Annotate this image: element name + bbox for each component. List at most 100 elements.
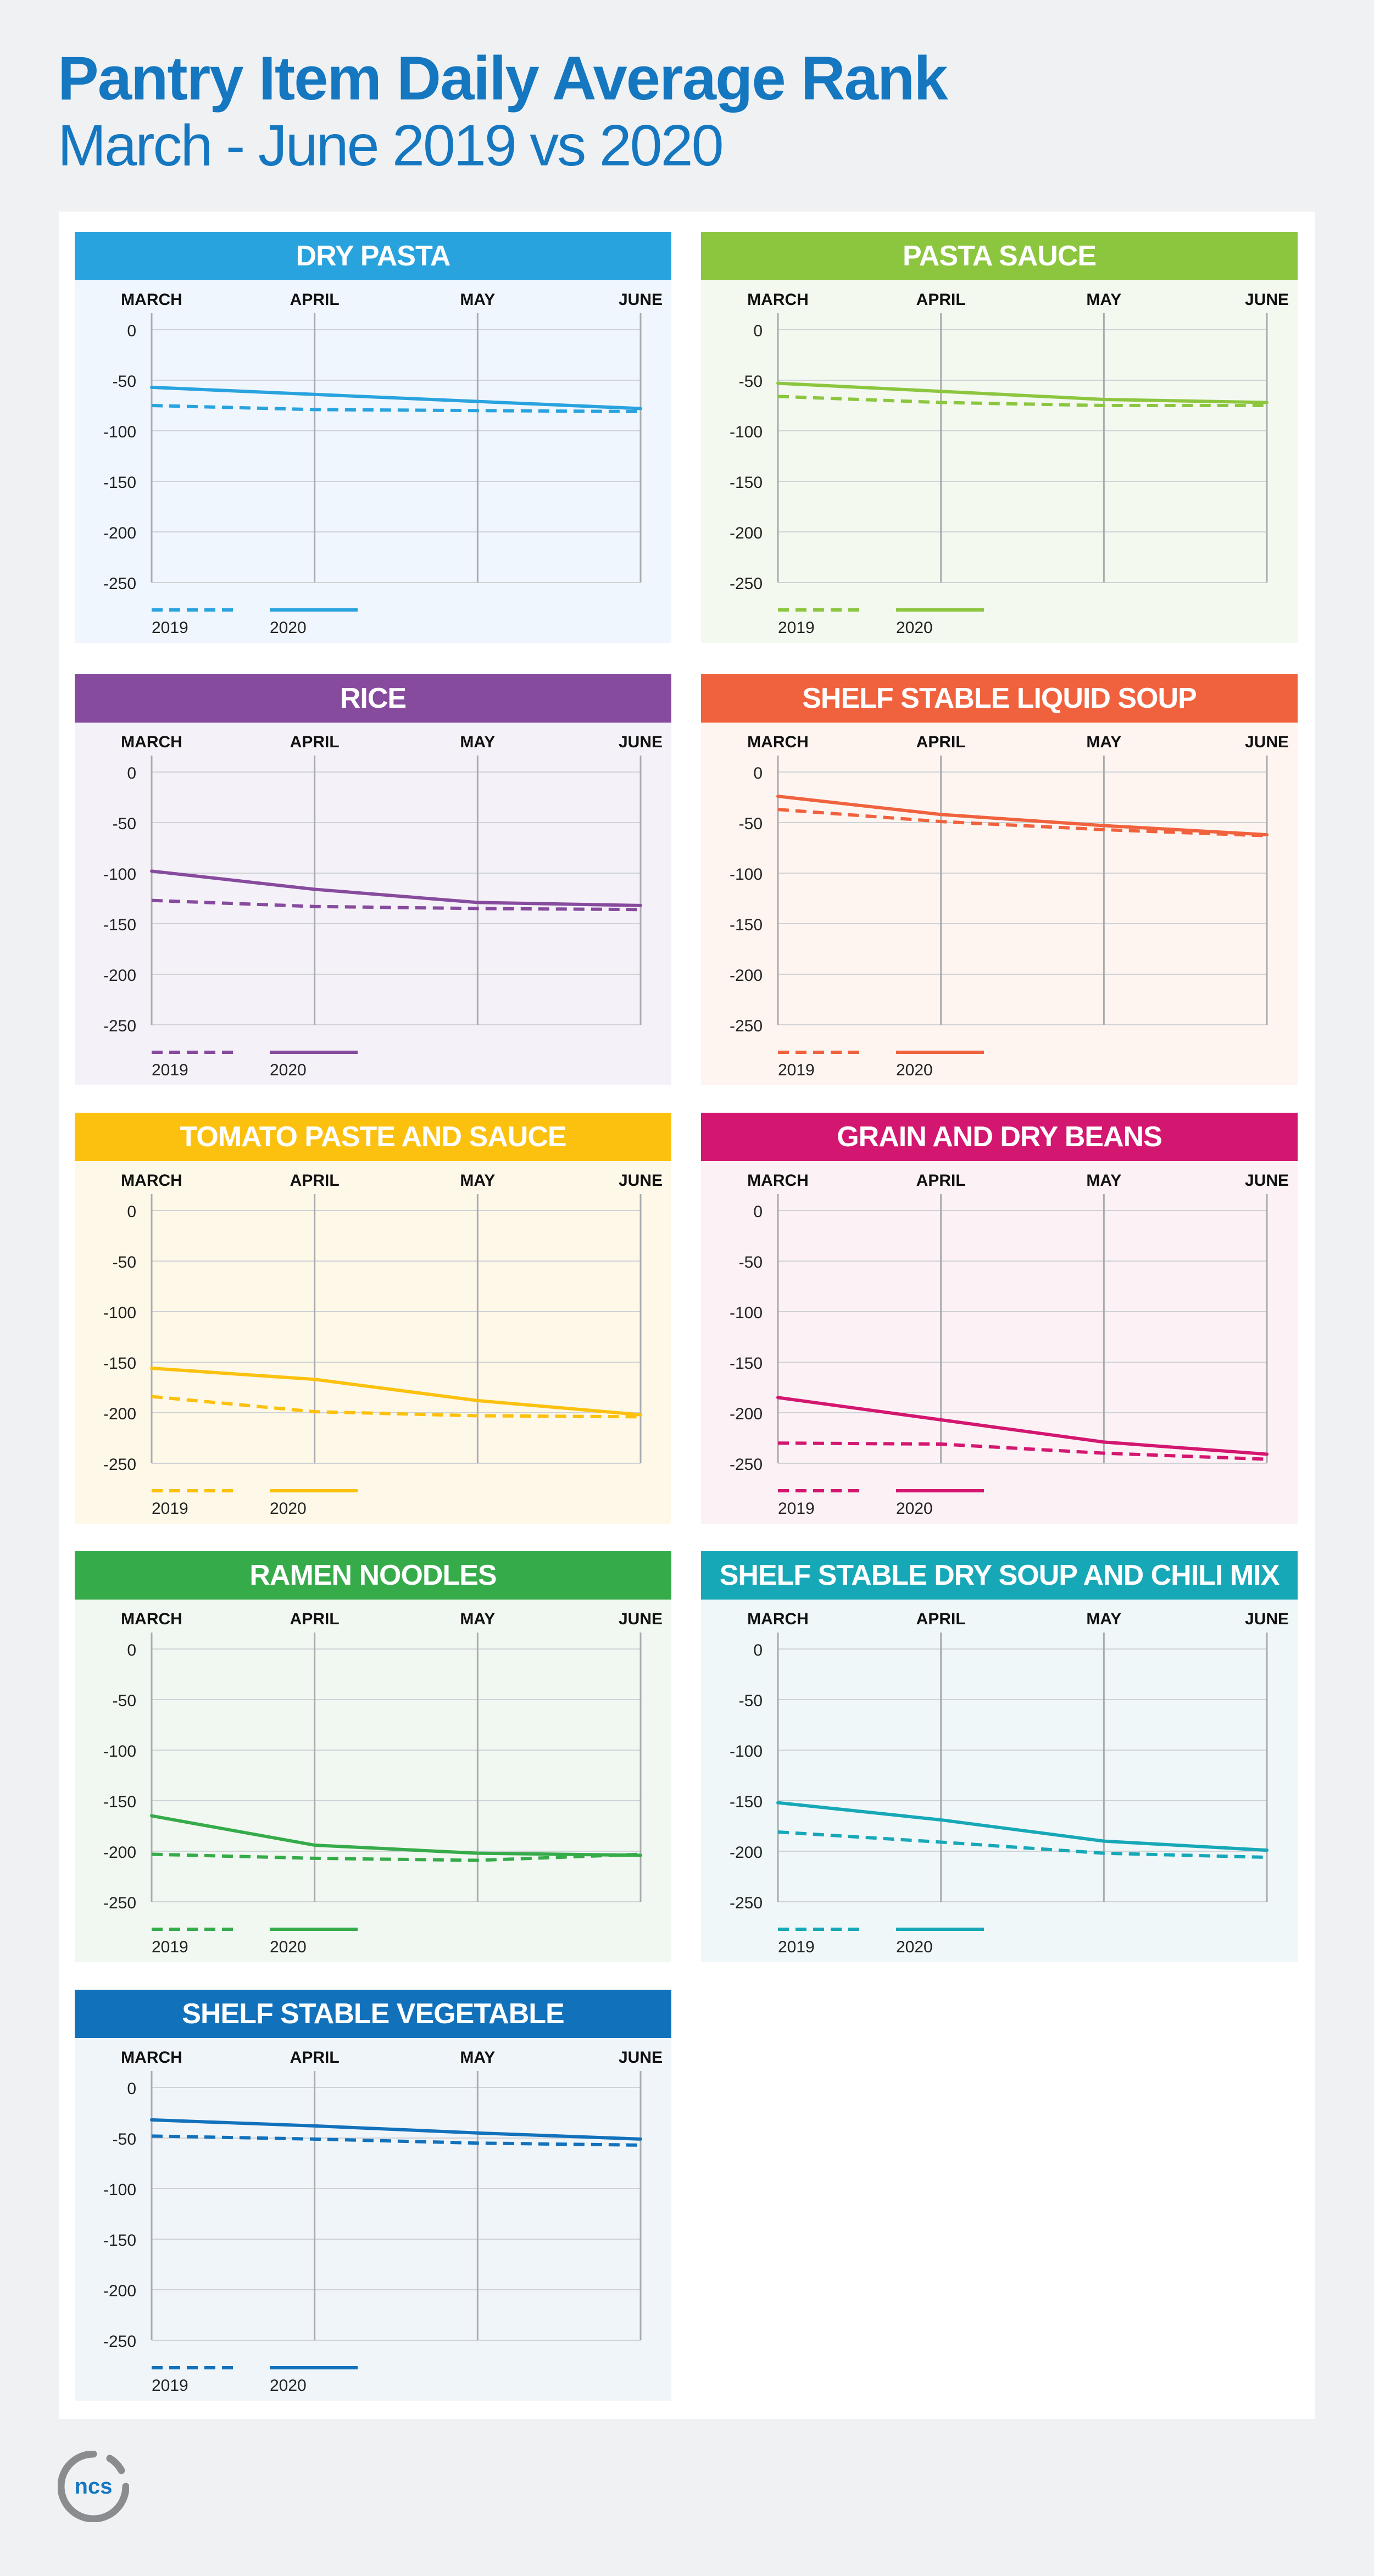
legend-label: 2019 bbox=[152, 1500, 188, 1518]
chart-panel-rice: RICE 0 -50 -100 -150 -200 -250 MARCH APRIL MAY JUN… bbox=[75, 674, 671, 1085]
series-line-2020 bbox=[776, 1801, 1269, 1852]
y-tick-label: -100 bbox=[103, 1304, 136, 1322]
y-tick-label: -50 bbox=[113, 373, 136, 391]
series-line-2019 bbox=[777, 808, 1267, 837]
series-line-2020 bbox=[776, 795, 1269, 837]
legend-label: 2019 bbox=[152, 1938, 188, 1956]
legend-label: 2019 bbox=[778, 619, 815, 637]
y-tick-label: -250 bbox=[103, 1456, 136, 1474]
chart-panel-grain-and-dry-beans: GRAIN AND DRY BEANS 0 -50 -100 -150 -200 -250 M… bbox=[701, 1113, 1298, 1524]
y-tick-label: -50 bbox=[739, 373, 763, 391]
x-tick-label: MARCH bbox=[121, 2048, 182, 2067]
y-tick-label: -250 bbox=[103, 1017, 136, 1035]
x-tick-label: JUNE bbox=[619, 291, 663, 309]
y-tick-label: -250 bbox=[730, 1456, 763, 1474]
x-tick-label: APRIL bbox=[290, 1172, 340, 1190]
series-line-2019 bbox=[777, 1830, 1267, 1859]
series-line-2019 bbox=[151, 1852, 641, 1862]
chart-panel-ramen-noodles: RAMEN NOODLES 0 -50 -100 -150 -200 -250 MARCH AP… bbox=[75, 1551, 671, 1962]
y-tick-label: -150 bbox=[103, 916, 136, 934]
x-tick-label: APRIL bbox=[290, 733, 340, 751]
line-chart: 0 -50 -100 -150 -200 -250 MARCH APRIL MAY JUNE 201… bbox=[103, 1172, 663, 1518]
x-tick-label: APRIL bbox=[290, 291, 340, 309]
legend-label: 2020 bbox=[896, 1938, 933, 1956]
y-tick-label: -200 bbox=[103, 2282, 136, 2300]
x-tick-label: APRIL bbox=[916, 1610, 966, 1628]
x-tick-label: JUNE bbox=[1245, 1172, 1289, 1190]
y-tick-label: -150 bbox=[730, 1793, 763, 1811]
line-chart: 0 -50 -100 -150 -200 -250 MARCH APRIL MAY JUNE 201… bbox=[730, 1610, 1289, 1956]
x-tick-label: MAY bbox=[460, 2048, 495, 2067]
x-tick-label: MARCH bbox=[121, 1172, 182, 1190]
legend-label: 2020 bbox=[270, 1500, 307, 1518]
x-tick-label: MAY bbox=[460, 1610, 495, 1628]
x-tick-label: APRIL bbox=[916, 1172, 966, 1190]
series-line-2020 bbox=[150, 869, 642, 907]
x-tick-label: MARCH bbox=[747, 733, 809, 751]
chart-title: PASTA SAUCE bbox=[701, 232, 1298, 280]
series-line-2020 bbox=[776, 381, 1269, 404]
series-line-2020 bbox=[150, 1814, 642, 1857]
y-tick-label: -150 bbox=[730, 916, 763, 934]
y-tick-label: 0 bbox=[753, 764, 763, 782]
line-chart: 0 -50 -100 -150 -200 -250 MARCH APRIL MAY JUNE 201… bbox=[730, 291, 1289, 637]
y-tick-label: -150 bbox=[103, 2231, 136, 2250]
x-tick-label: JUNE bbox=[1245, 291, 1289, 309]
series-line-2019 bbox=[777, 1441, 1267, 1461]
y-tick-label: 0 bbox=[127, 764, 136, 782]
legend-label: 2020 bbox=[896, 1061, 933, 1079]
y-tick-label: -200 bbox=[103, 1844, 136, 1862]
y-tick-label: -50 bbox=[113, 815, 136, 833]
y-tick-label: -50 bbox=[739, 1692, 763, 1710]
x-tick-label: MARCH bbox=[747, 1172, 809, 1190]
logo-text: ncs bbox=[75, 2474, 113, 2499]
series-line-2019 bbox=[151, 404, 641, 414]
y-tick-label: -100 bbox=[103, 1742, 136, 1761]
legend-label: 2019 bbox=[152, 1061, 188, 1079]
chart-title: SHELF STABLE DRY SOUP AND CHILI MIX bbox=[701, 1551, 1298, 1600]
chart-panel-tomato-paste-and-sauce: TOMATO PASTE AND SAUCE 0 -50 -100 -150 -200 -2… bbox=[75, 1113, 671, 1524]
y-tick-label: -150 bbox=[103, 474, 136, 492]
x-tick-label: MAY bbox=[1086, 733, 1121, 751]
x-tick-label: APRIL bbox=[916, 733, 966, 751]
y-tick-label: -100 bbox=[730, 865, 763, 884]
line-chart: 0 -50 -100 -150 -200 -250 MARCH APRIL MAY JUNE 201… bbox=[730, 733, 1289, 1079]
y-tick-label: 0 bbox=[127, 2080, 136, 2098]
y-tick-label: -250 bbox=[730, 1017, 763, 1035]
x-tick-label: JUNE bbox=[1245, 1610, 1289, 1628]
y-tick-label: -200 bbox=[730, 524, 763, 542]
y-tick-label: -250 bbox=[103, 575, 136, 593]
chart-title: RAMEN NOODLES bbox=[75, 1551, 671, 1600]
series-line-2020 bbox=[150, 2118, 642, 2141]
x-tick-label: MARCH bbox=[747, 291, 809, 309]
y-tick-label: 0 bbox=[127, 1203, 136, 1221]
line-chart: 0 -50 -100 -150 -200 -250 MARCH APRIL MAY JUNE 201… bbox=[103, 733, 663, 1079]
series-line-2019 bbox=[151, 2134, 641, 2147]
charts-frame: DRY PASTA 0 -50 -100 -150 -200 -250 MARCH APRIL M… bbox=[59, 212, 1315, 2419]
legend-label: 2020 bbox=[270, 619, 307, 637]
series-line-2019 bbox=[151, 1395, 641, 1419]
chart-panel-dry-pasta: DRY PASTA 0 -50 -100 -150 -200 -250 MARCH APRIL M… bbox=[75, 232, 671, 643]
y-tick-label: -200 bbox=[103, 1405, 136, 1423]
chart-title: SHELF STABLE VEGETABLE bbox=[75, 1990, 671, 2038]
y-tick-label: 0 bbox=[753, 1203, 763, 1221]
x-tick-label: MAY bbox=[460, 733, 495, 751]
y-tick-label: -250 bbox=[103, 1894, 136, 1912]
series-line-2020 bbox=[776, 1396, 1269, 1456]
legend-label: 2020 bbox=[270, 2377, 307, 2395]
legend-label: 2019 bbox=[778, 1061, 815, 1079]
chart-panel-shelf-stable-liquid-soup: SHELF STABLE LIQUID SOUP 0 -50 -100 -150 -200… bbox=[701, 674, 1298, 1085]
x-tick-label: MARCH bbox=[121, 1610, 182, 1628]
y-tick-label: -150 bbox=[730, 474, 763, 492]
series-line-2020 bbox=[150, 1367, 642, 1417]
series-line-2019 bbox=[777, 395, 1267, 407]
chart-title: TOMATO PASTE AND SAUCE bbox=[75, 1113, 671, 1161]
y-tick-label: -100 bbox=[730, 1304, 763, 1322]
legend-label: 2020 bbox=[896, 1500, 933, 1518]
y-tick-label: -150 bbox=[103, 1354, 136, 1373]
x-tick-label: JUNE bbox=[619, 2048, 663, 2067]
y-tick-label: -50 bbox=[113, 1692, 136, 1710]
y-tick-label: -250 bbox=[103, 2333, 136, 2351]
y-tick-label: -100 bbox=[103, 865, 136, 884]
line-chart: 0 -50 -100 -150 -200 -250 MARCH APRIL MAY JUNE 201… bbox=[103, 291, 663, 637]
